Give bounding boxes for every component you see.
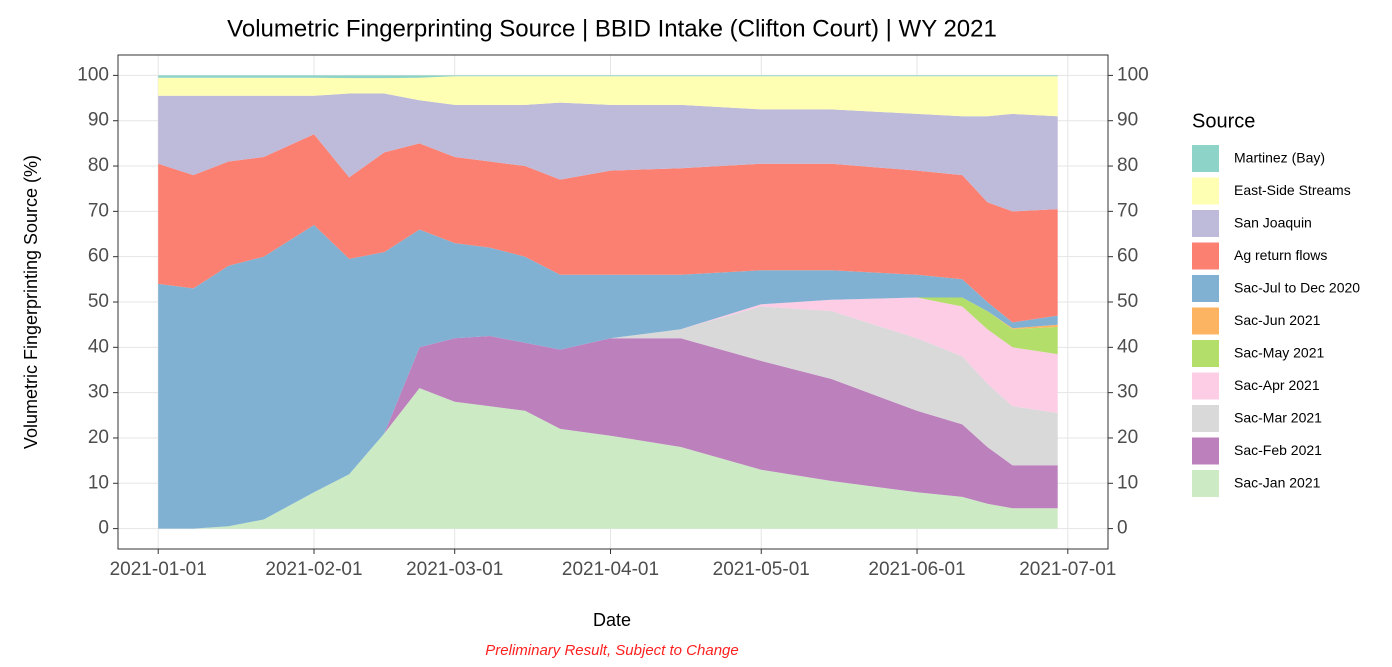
x-tick-label: 2021-04-01 [562, 559, 659, 580]
y-tick-label: 10 [88, 472, 109, 493]
y2-tick-label: 20 [1117, 427, 1138, 448]
legend-key [1192, 437, 1219, 465]
area [158, 93, 1058, 212]
legend-key [1192, 275, 1219, 302]
area [158, 76, 1058, 117]
y-tick-label: 80 [88, 155, 109, 176]
legend-key [1192, 242, 1219, 270]
legend-key [1192, 210, 1219, 237]
y-tick-label: 70 [88, 200, 109, 221]
y-tick-label: 90 [88, 110, 109, 131]
x-tick-label: 2021-01-01 [110, 559, 207, 580]
y2-tick-label: 70 [1117, 200, 1138, 221]
legend-key [1192, 177, 1219, 205]
y-axis-label: Volumetric Fingerprinting Source (%) [21, 155, 41, 449]
area [158, 388, 1058, 529]
legend-key [1192, 145, 1219, 172]
y-tick-label: 40 [88, 336, 109, 357]
legend-label: Ag return flows [1234, 247, 1327, 263]
y-tick-label: 20 [88, 427, 109, 448]
x-tick-label: 2021-03-01 [406, 559, 503, 580]
legend-label: Martinez (Bay) [1234, 150, 1325, 166]
y2-tick-label: 90 [1117, 110, 1138, 131]
area [158, 134, 1058, 323]
legend-key [1192, 405, 1219, 432]
y2-tick-label: 40 [1117, 336, 1138, 357]
y2-tick-label: 60 [1117, 246, 1138, 267]
legend-title: Source [1192, 110, 1255, 132]
y2-tick-label: 0 [1117, 518, 1128, 539]
legend-label: San Joaquin [1234, 215, 1312, 231]
x-axis-label: Date [593, 610, 631, 630]
y-tick-label: 100 [77, 64, 109, 85]
chart-title: Volumetric Fingerprinting Source | BBID … [227, 15, 997, 42]
area [158, 297, 1058, 529]
legend-label: Sac-Jul to Dec 2020 [1234, 280, 1360, 296]
area [158, 336, 1058, 529]
area [158, 75, 1058, 79]
legend-label: Sac-Apr 2021 [1234, 377, 1320, 393]
y2-tick-label: 100 [1117, 64, 1149, 85]
x-tick-label: 2021-05-01 [713, 559, 810, 580]
legend-label: Sac-Jun 2021 [1234, 312, 1321, 328]
legend-label: Sac-Mar 2021 [1234, 410, 1322, 426]
legend-label: Sac-May 2021 [1234, 345, 1324, 361]
legend-key [1192, 372, 1219, 400]
caption: Preliminary Result, Subject to Change [485, 642, 738, 659]
legend-key [1192, 340, 1219, 367]
y2-tick-label: 30 [1117, 382, 1138, 403]
y2-tick-label: 10 [1117, 472, 1138, 493]
y-tick-label: 60 [88, 246, 109, 267]
x-tick-label: 2021-02-01 [265, 559, 362, 580]
legend-label: Sac-Jan 2021 [1234, 475, 1321, 491]
area [158, 225, 1058, 529]
legend-label: Sac-Feb 2021 [1234, 442, 1322, 458]
y-tick-label: 50 [88, 291, 109, 312]
area [158, 306, 1058, 529]
legend-key [1192, 307, 1219, 335]
legend-key [1192, 470, 1219, 497]
x-tick-label: 2021-07-01 [1019, 559, 1116, 580]
y-tick-label: 0 [98, 518, 109, 539]
y2-tick-label: 50 [1117, 291, 1138, 312]
y2-tick-label: 80 [1117, 155, 1138, 176]
x-tick-label: 2021-06-01 [868, 559, 965, 580]
y-tick-label: 30 [88, 382, 109, 403]
legend-label: East-Side Streams [1234, 182, 1351, 198]
